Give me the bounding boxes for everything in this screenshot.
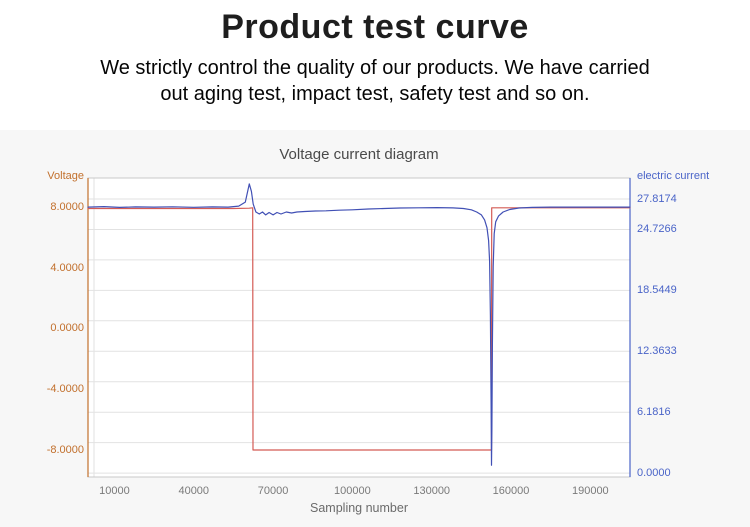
- x-axis-label: Sampling number: [310, 501, 408, 515]
- right-tick-label: 18.5449: [637, 284, 677, 297]
- right-tick-label: 0.0000: [637, 467, 671, 480]
- right-tick-label: 12.3633: [637, 345, 677, 358]
- x-tick-label: 10000: [99, 485, 130, 497]
- x-tick-label: 100000: [334, 485, 371, 497]
- right-tick-label: 27.8174: [637, 193, 677, 205]
- right-tick-label: 24.7266: [637, 223, 677, 236]
- x-tick-label: 190000: [571, 485, 609, 497]
- right-axis-label: electric current: [637, 170, 710, 182]
- right-tick-label: 6.1816: [637, 406, 671, 419]
- page-title: Product test curve: [221, 8, 529, 46]
- series-line-voltage: [87, 207, 631, 451]
- header: Product test curve We strictly control t…: [0, 0, 750, 130]
- page-subtitle: We strictly control the quality of our p…: [100, 57, 650, 105]
- left-tick-label: 4.0000: [50, 261, 84, 274]
- left-axis-label: Voltage: [47, 170, 84, 182]
- series-line-electric-current: [87, 183, 631, 466]
- chart-panel: Voltage current diagram Voltage electric…: [0, 130, 750, 527]
- x-tick-label: 40000: [178, 485, 210, 497]
- x-tick-label: 160000: [492, 485, 530, 497]
- left-tick-label: 8.0000: [50, 201, 84, 213]
- chart-title: Voltage current diagram: [279, 146, 439, 163]
- plot-area: [87, 177, 631, 478]
- x-tick-label: 70000: [257, 485, 289, 497]
- left-tick-label: -8.0000: [46, 443, 84, 456]
- x-tick-label: 130000: [413, 485, 451, 497]
- left-tick-label: -4.0000: [46, 383, 84, 396]
- left-tick-label: 0.0000: [50, 322, 84, 335]
